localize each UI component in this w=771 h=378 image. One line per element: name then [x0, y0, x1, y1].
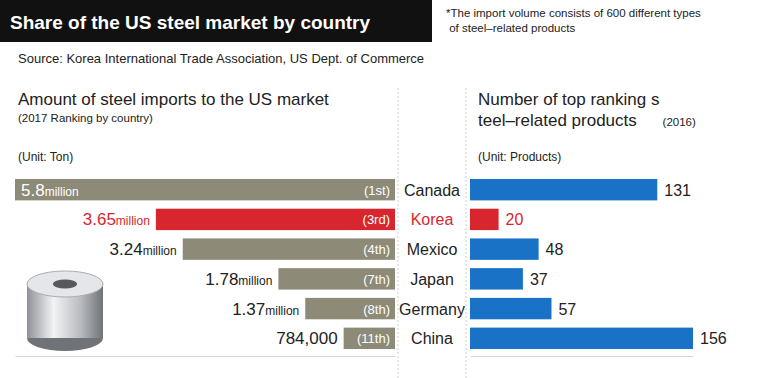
title-box [0, 0, 432, 42]
bar [15, 179, 395, 200]
separator [398, 88, 399, 378]
value-label: 3.65million [83, 210, 150, 229]
title: Share of the US steel market by country [10, 12, 370, 33]
category-label: Germany [399, 301, 465, 318]
right-unit: (Unit: Products) [478, 150, 561, 164]
separator [466, 88, 467, 378]
x-axis [16, 356, 396, 357]
bars-left [15, 179, 395, 349]
value-label: 131 [664, 182, 691, 199]
x-axis [471, 356, 694, 357]
value-label: 48 [546, 241, 564, 258]
coil-hole [53, 280, 77, 289]
bar [470, 209, 499, 230]
labels: Canada Korea Mexico Japan Germany China (1st) (… [21, 181, 727, 349]
bar [470, 238, 539, 259]
value-label: 3.24million [110, 240, 177, 259]
bars-right [470, 179, 693, 349]
chart: Share of the US steel market by country *… [0, 0, 771, 378]
category-label: Mexico [407, 241, 458, 258]
value-label: 57 [558, 301, 576, 318]
category-label: Canada [404, 182, 460, 199]
value-label: 784,000 [276, 329, 337, 348]
bar [156, 209, 395, 230]
axis-line [471, 356, 694, 357]
left-subtitle: (2017 Ranking by country) [18, 112, 153, 124]
bar [470, 179, 657, 200]
left-unit: (Unit: Ton) [18, 150, 73, 164]
source: Source: Korea International Trade Associ… [18, 51, 424, 66]
left-title: Amount of steel imports to the US market [18, 90, 329, 109]
bar [470, 298, 551, 319]
rank-label: (8th) [363, 302, 390, 317]
rank-label: (7th) [363, 272, 390, 287]
category-label: Japan [410, 271, 454, 288]
right-title: Number of top ranking steel–related prod… [478, 90, 659, 130]
value-label: 37 [530, 271, 548, 288]
value-label: 156 [700, 330, 727, 347]
bar [305, 298, 395, 319]
value-label: 5.8million [21, 181, 79, 200]
coil-top [27, 271, 103, 297]
rank-label: (3rd) [363, 212, 390, 227]
axis-line [16, 356, 396, 357]
value-label: 1.78million [205, 270, 272, 289]
rank-label: (1st) [364, 183, 390, 198]
category-label: China [411, 330, 453, 347]
bar [183, 238, 395, 259]
bar [344, 328, 395, 349]
value-label: 1.37million [232, 300, 299, 319]
bar [470, 328, 693, 349]
note: *The import volume consists of 600 diffe… [446, 7, 701, 34]
bar [278, 268, 395, 289]
category-label: Korea [411, 211, 454, 228]
coil-icon [27, 271, 103, 351]
rank-label: (11th) [357, 331, 390, 346]
bar [470, 268, 523, 289]
right-subtitle: (2016) [663, 116, 696, 128]
rank-label: (4th) [363, 242, 390, 257]
value-label: 20 [506, 211, 524, 228]
